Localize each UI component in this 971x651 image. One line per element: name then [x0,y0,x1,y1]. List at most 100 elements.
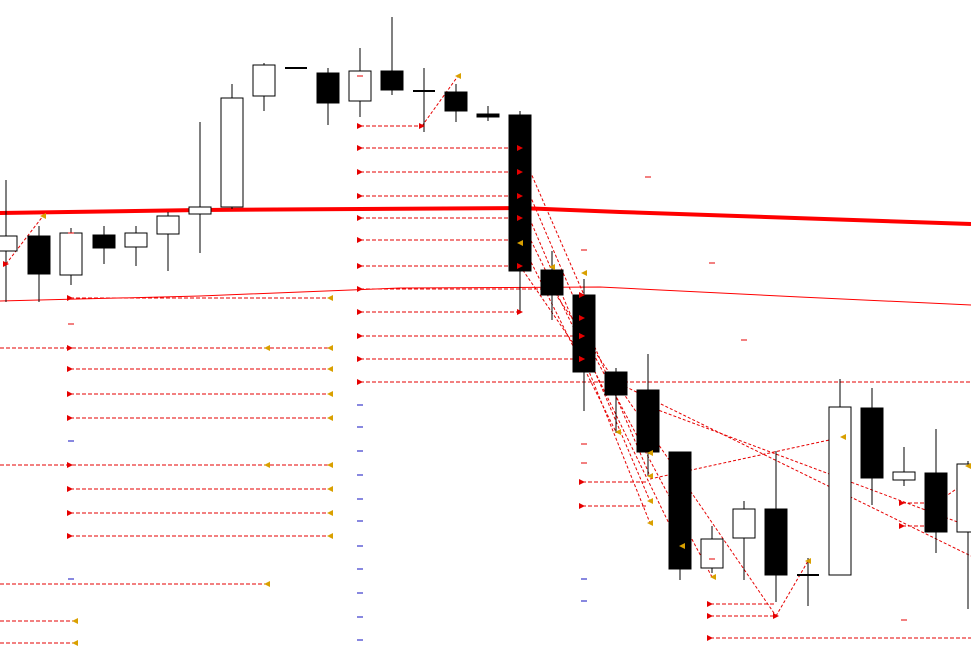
triangle-marker [327,486,333,492]
arrow-marker [3,261,9,267]
trend-line [775,560,809,617]
triangle-marker [327,366,333,372]
arrow-marker [357,286,363,292]
candle [188,122,212,253]
trend-line [519,239,617,433]
triangle-marker [647,520,653,526]
arrow-marker [707,613,713,619]
triangle-marker [327,533,333,539]
markers [3,73,971,646]
arrow-marker [579,479,585,485]
level-lines [0,125,971,644]
candle [797,558,819,606]
triangle-marker [327,415,333,421]
moving-average-thick [0,205,971,226]
arrow-marker [357,356,363,362]
candle-body [188,206,212,215]
arrow-marker [579,356,585,362]
candle [540,251,564,320]
arrow-marker [517,193,523,199]
candle-body [668,451,692,570]
candle-body [0,235,18,252]
arrow-marker [899,523,905,529]
arrow-marker [357,333,363,339]
candle-body [316,72,340,104]
candle-body [828,406,852,576]
triangle-marker [581,270,587,276]
arrow-marker [707,601,713,607]
candle [764,451,788,602]
candle-body [604,371,628,396]
candle-body [860,407,884,479]
arrow-marker [357,169,363,175]
triangle-marker [327,462,333,468]
triangle-marker [647,498,653,504]
trend-line [649,406,971,528]
arrow-marker [517,169,523,175]
candle-body [924,472,948,533]
candle [668,451,692,580]
arrow-marker [517,309,523,315]
triangle-marker [327,510,333,516]
triangle-marker [517,240,523,246]
candle [700,526,724,573]
triangle-marker [264,345,270,351]
trend-line [421,75,459,127]
candle-body [156,215,180,235]
arrow-marker [517,215,523,221]
arrow-marker [67,391,73,397]
candle-body [124,232,148,248]
triangle-marker [805,558,811,564]
triangle-marker [327,295,333,301]
triangle-marker [455,73,461,79]
candle-body [380,70,404,91]
arrow-marker [357,379,363,385]
triangle-marker [264,462,270,468]
candle [252,63,276,111]
triangle-marker [72,618,78,624]
triangle-marker [679,543,685,549]
candle-body [476,113,500,118]
arrow-marker [67,486,73,492]
arrow-marker [357,145,363,151]
candle [476,106,500,121]
arrow-marker [517,263,523,269]
candle-body [92,234,116,249]
moving-average-thin [0,286,971,306]
candle [348,48,372,117]
candle-body [956,463,971,533]
dash-markers [68,75,907,641]
candle-body [508,114,532,272]
triangle-marker [264,581,270,587]
candle-body [540,269,564,296]
candle-body [700,538,724,569]
triangle-marker [72,640,78,646]
arrow-marker [579,503,585,509]
candle-body [444,91,468,112]
candle [124,226,148,266]
candle-body [732,508,756,539]
arrow-marker [67,345,73,351]
triangle-marker [549,264,555,270]
arrow-marker [67,366,73,372]
candle [508,111,532,311]
candle-body [764,508,788,576]
triangle-marker [647,450,653,456]
candle-body [220,97,244,208]
candle [316,68,340,125]
triangle-marker [327,345,333,351]
trend-line [583,358,651,524]
candle-body [27,235,51,275]
candle-body [636,389,660,453]
triangle-marker [615,429,621,435]
arrow-marker [357,263,363,269]
triangle-marker [710,574,716,580]
candle [732,501,756,580]
arrow-marker [357,309,363,315]
candle [59,228,83,285]
candle [444,84,468,122]
candle [413,68,435,132]
arrow-marker [357,123,363,129]
arrow-marker [67,533,73,539]
